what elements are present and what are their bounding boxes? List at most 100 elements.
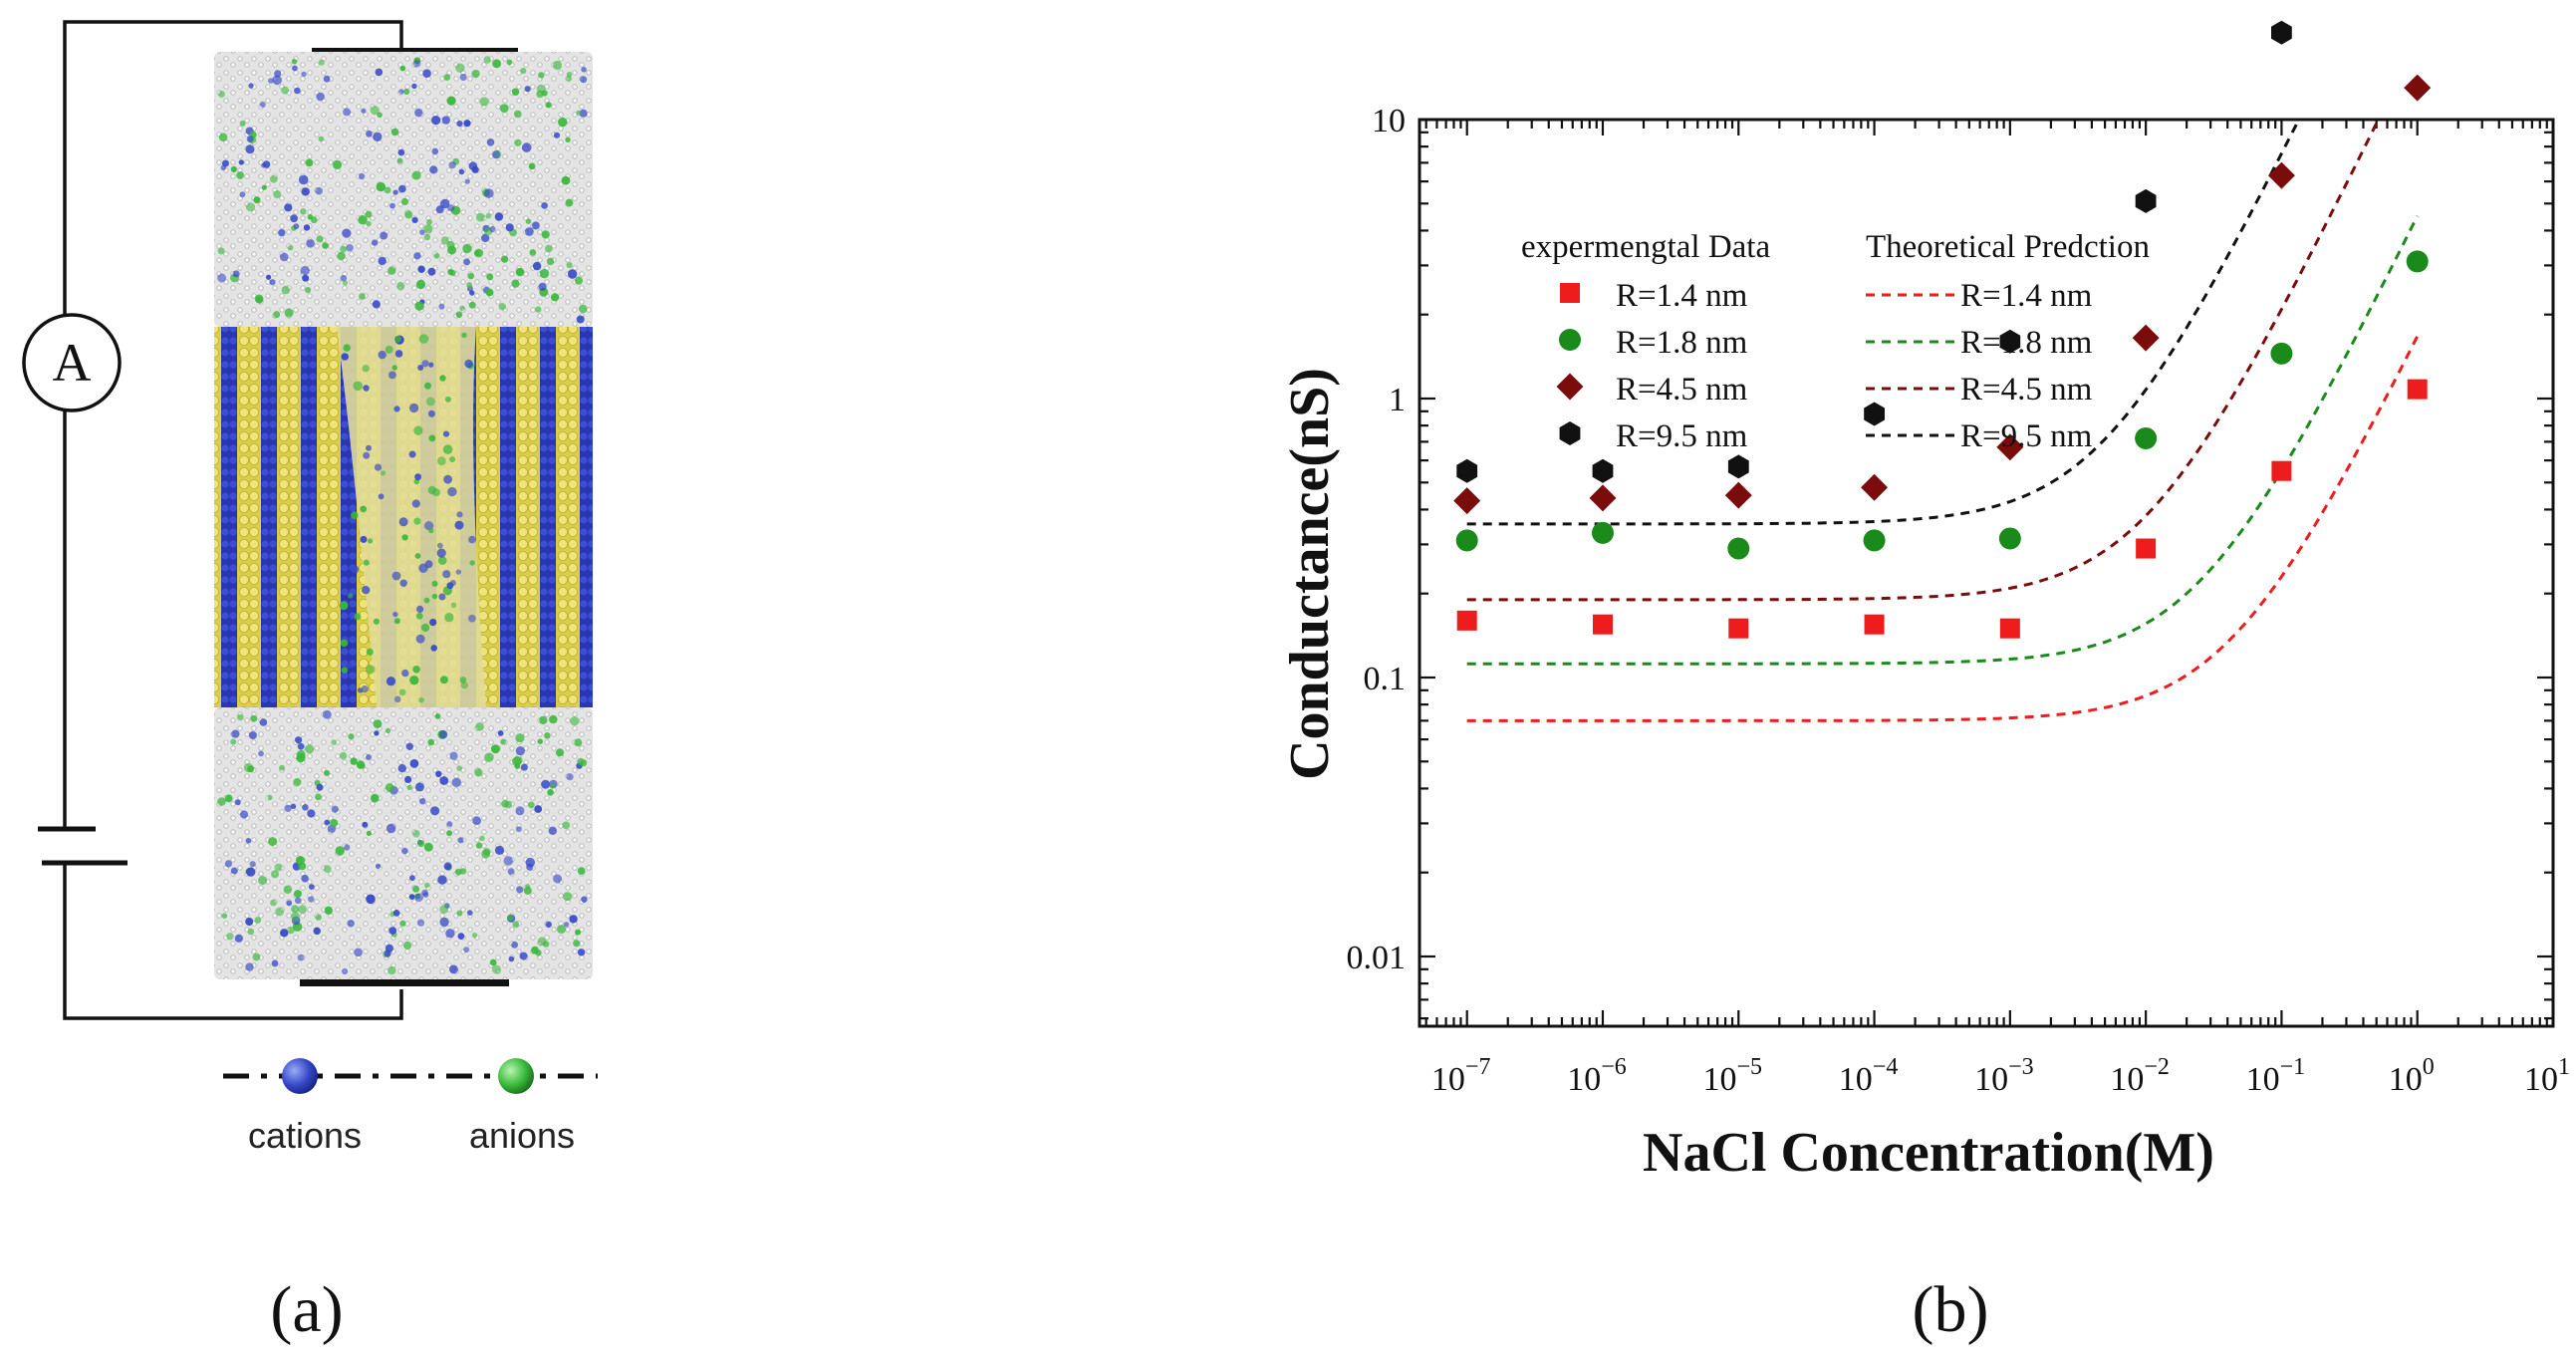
anion-particle xyxy=(353,381,364,392)
anion-particle xyxy=(414,553,421,559)
anion-particle xyxy=(520,68,527,75)
cation-particle xyxy=(393,695,401,703)
anion-particle xyxy=(354,613,362,621)
anion-particle xyxy=(377,112,383,119)
cation-legend-marker xyxy=(282,1058,318,1094)
cation-particle xyxy=(429,619,437,627)
cation-particle xyxy=(222,159,229,167)
legend-marker xyxy=(1556,373,1584,401)
cation-particle xyxy=(446,821,453,828)
anion-particle xyxy=(424,382,431,390)
anion-particle xyxy=(512,756,522,766)
cation-particle xyxy=(415,634,425,644)
cation-particle xyxy=(438,729,448,739)
anion-particle xyxy=(541,230,550,239)
anion-particle xyxy=(384,186,391,194)
cation-particle xyxy=(378,350,386,360)
data-point xyxy=(2407,379,2428,400)
cation-particle xyxy=(421,360,429,368)
cation-particle xyxy=(439,917,449,928)
cation-particle xyxy=(342,228,352,238)
anion-particle xyxy=(337,251,346,261)
data-point xyxy=(1592,614,1613,635)
anion-particle xyxy=(385,345,393,354)
cation-particle xyxy=(360,535,368,543)
cation-particle xyxy=(449,580,456,586)
cation-particle xyxy=(416,605,424,614)
anion-particle xyxy=(366,220,372,227)
cation-particle xyxy=(271,959,279,967)
anion-particle xyxy=(471,70,480,79)
legend-theory-label: R=4.5 nm xyxy=(1960,372,2093,408)
cation-particle xyxy=(459,73,467,82)
data-point xyxy=(1453,487,1481,515)
cation-particle xyxy=(449,751,458,760)
cation-particle xyxy=(484,188,494,198)
anion-particle xyxy=(513,110,522,119)
anion-particle xyxy=(469,560,475,566)
anion-particle xyxy=(537,937,547,947)
anion-particle xyxy=(391,365,397,371)
anion-particle xyxy=(439,375,446,382)
cation-particle xyxy=(366,754,372,760)
cation-particle xyxy=(316,92,325,102)
data-point xyxy=(2267,161,2295,189)
anion-particle xyxy=(252,953,261,961)
anion-particle xyxy=(565,198,574,207)
anion-particle xyxy=(475,722,484,731)
anion-particle xyxy=(275,907,284,917)
anion-particle xyxy=(318,59,325,66)
anion-particle xyxy=(461,332,467,339)
cation-particle xyxy=(290,214,298,223)
data-point xyxy=(1998,527,2021,550)
cation-particle xyxy=(563,922,570,928)
cation-particle xyxy=(486,138,495,146)
anion-particle xyxy=(305,744,315,754)
anion-particle xyxy=(358,215,368,225)
anion-particle xyxy=(423,233,431,241)
anion-particle xyxy=(492,59,501,69)
anion-particle xyxy=(483,56,491,64)
y-tick-label: 0.01 xyxy=(1347,940,1407,976)
anion-particle xyxy=(485,212,492,219)
cation-particle xyxy=(269,279,276,286)
cation-particle xyxy=(411,499,420,508)
cation-particle xyxy=(437,542,443,549)
cation-particle xyxy=(301,874,309,883)
cation-particle xyxy=(389,202,395,209)
anion-particle xyxy=(318,136,325,142)
cation-particle xyxy=(515,806,525,816)
x-tick-label: 10−1 xyxy=(2246,1054,2306,1098)
cation-particle xyxy=(346,663,352,670)
anion-particle xyxy=(423,224,433,234)
anion-particle xyxy=(426,219,432,225)
cation-particle xyxy=(463,947,470,953)
anion-particle xyxy=(434,713,441,719)
anion-particle xyxy=(371,793,380,803)
anion-particle xyxy=(466,282,473,289)
anion-particle xyxy=(274,863,283,872)
cation-particle xyxy=(455,569,461,575)
cation-particle xyxy=(524,86,531,93)
cation-particle xyxy=(343,108,352,117)
anion-particle xyxy=(324,906,333,915)
anion-particle xyxy=(387,965,396,975)
anion-particle xyxy=(412,830,420,838)
cation-particle xyxy=(442,430,450,437)
anion-particle xyxy=(403,88,410,96)
anion-particle xyxy=(305,158,314,167)
cation-particle xyxy=(538,282,547,291)
cation-particle xyxy=(363,451,371,459)
anion-particle xyxy=(217,247,225,255)
anion-particle xyxy=(415,612,423,620)
cation-particle xyxy=(238,159,244,165)
cation-particle xyxy=(456,511,463,518)
cation-particle xyxy=(411,83,417,90)
legend-exp-label: R=1.8 nm xyxy=(1616,325,1748,361)
cation-particle xyxy=(248,731,257,739)
ion-layer xyxy=(217,56,588,975)
data-point xyxy=(1724,481,1752,509)
x-tick-label: 10−6 xyxy=(1567,1054,1627,1098)
cation-particle xyxy=(553,874,563,884)
